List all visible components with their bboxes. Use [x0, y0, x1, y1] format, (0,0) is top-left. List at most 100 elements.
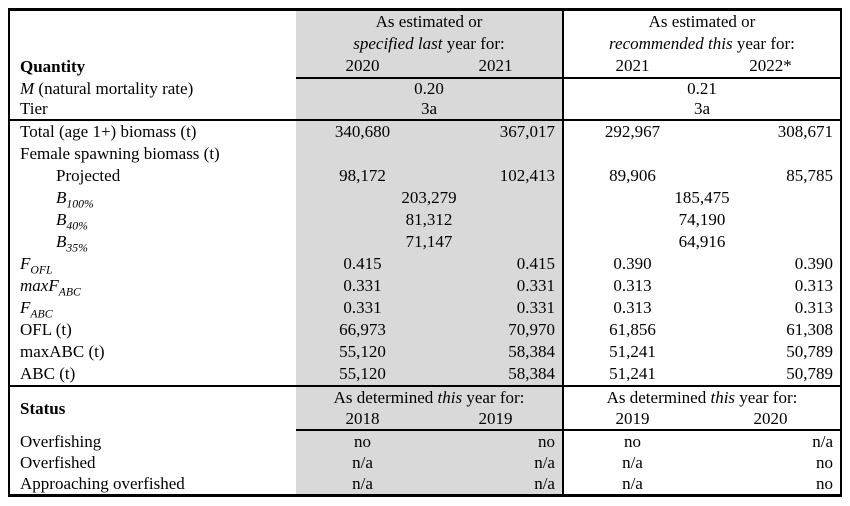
- status-year-header-cell: 2019: [429, 408, 563, 431]
- row-label-italic: M: [20, 79, 35, 98]
- row-label-text: Tier: [20, 99, 48, 118]
- stock-assessment-summary-table: Quantity As estimated or specified last …: [8, 8, 842, 497]
- status-year-header-cell: 2018: [296, 408, 429, 431]
- row-label-text: OFL (t): [20, 320, 72, 339]
- status-group1-header-cell: As determined this year for:: [296, 386, 563, 408]
- value-cell: [561, 143, 701, 165]
- quantity-row: OFL (t) 66,973 70,970 61,856 61,308: [9, 319, 841, 341]
- quantity-row: B35% 71,147 64,916: [9, 231, 841, 253]
- row-label-text: Overfished: [20, 453, 96, 472]
- status-group-row: Status As determined this year for: As d…: [9, 386, 841, 418]
- value-span-cell: 64,916: [561, 231, 841, 253]
- quantity-row: maxFABC 0.331 0.331 0.313 0.313: [9, 275, 841, 297]
- value-cell: [296, 143, 429, 165]
- row-label: ABC (t): [9, 363, 297, 387]
- row-label-subscript: 35%: [66, 241, 88, 253]
- value-span-cell: 71,147: [296, 231, 563, 253]
- value-cell: 0.331: [429, 297, 563, 319]
- value-cell: 0.415: [296, 253, 429, 275]
- value-cell: 340,680: [296, 120, 429, 143]
- row-label-text: Overfishing: [20, 432, 102, 451]
- value-cell: 0.331: [429, 275, 563, 297]
- row-label: FOFL: [9, 253, 296, 275]
- quantity-row: Projected 98,172 102,413 89,906 85,785: [9, 165, 841, 187]
- group1-header-italic: specified last: [353, 34, 443, 53]
- quantity-row: FOFL 0.415 0.415 0.390 0.390: [9, 253, 841, 275]
- status-value-cell: no: [816, 474, 833, 493]
- value-cell: 0.313: [561, 275, 701, 297]
- year-header-cell: 2020: [296, 55, 429, 79]
- group1-header-rest: year for:: [442, 34, 505, 53]
- row-label-subscript: 40%: [66, 219, 88, 231]
- header-group-row: Quantity As estimated or specified last …: [9, 9, 841, 76]
- row-label: FABC: [9, 297, 296, 319]
- value-span-cell: 3a: [296, 99, 563, 121]
- status-value-cell: n/a: [296, 473, 429, 496]
- value-cell: 85,785: [786, 166, 833, 185]
- status-year-header-cell: 2020: [700, 408, 841, 431]
- status-value-cell: n/a: [812, 432, 833, 451]
- value-span-cell: 74,190: [561, 209, 841, 231]
- quantity-row: B100% 203,279 185,475: [9, 187, 841, 209]
- value-span-cell: 81,312: [296, 209, 563, 231]
- row-label-text: maxABC (t): [20, 342, 105, 361]
- status-years-row: 2018 2019 2019 2020: [9, 408, 841, 431]
- value-cell: 0.390: [794, 254, 833, 273]
- value-span-cell: 203,279: [296, 187, 563, 209]
- quantity-column-header: Quantity: [9, 10, 296, 79]
- row-label-italic: F: [20, 298, 31, 317]
- row-label: OFL (t): [9, 319, 296, 341]
- value-span-cell: 3a: [561, 99, 841, 121]
- status-rows-body: Overfishing no no no n/a Overfished n/a n/a n/a n…: [9, 430, 841, 496]
- value-cell: 50,789: [700, 363, 841, 387]
- status-group1-rest: year for:: [462, 388, 525, 407]
- quantity-label: Quantity: [20, 57, 86, 76]
- row-label-subscript: ABC: [30, 307, 53, 319]
- status-value-cell: n/a: [561, 473, 701, 496]
- row-label-italic: maxF: [20, 276, 59, 295]
- value-span-cell: 185,475: [561, 187, 841, 209]
- row-label: Total (age 1+) biomass (t): [9, 120, 296, 143]
- value-cell: 292,967: [561, 120, 701, 143]
- quantity-rows-body: M (natural mortality rate) 0.20 0.21 Tier 3a…: [9, 78, 841, 387]
- row-label: Overfishing: [9, 430, 296, 452]
- row-label: maxABC (t): [9, 341, 296, 363]
- value-cell: 55,120: [296, 341, 429, 363]
- value-cell: 0.313: [794, 276, 833, 295]
- status-group2-rest: year for:: [735, 388, 798, 407]
- value-cell: 367,017: [429, 120, 563, 143]
- value-cell: 0.313: [794, 298, 833, 317]
- value-cell: [429, 143, 563, 165]
- group2-header-cell: As estimated or recommended this year fo…: [561, 9, 841, 55]
- status-value-cell: no: [429, 430, 563, 452]
- header-years-row: 2020 2021 2021 2022*: [9, 55, 841, 79]
- value-cell: 308,671: [777, 122, 833, 141]
- row-label: Projected: [9, 165, 296, 187]
- quantity-row: ABC (t) 55,120 58,384 51,241 50,789: [9, 363, 841, 387]
- row-label-subscript: 100%: [66, 197, 94, 209]
- value-cell: 98,172: [296, 165, 429, 187]
- row-label-text: Female spawning biomass (t): [20, 144, 220, 163]
- row-label-italic: F: [20, 254, 31, 273]
- quantity-row: M (natural mortality rate) 0.20 0.21: [9, 78, 841, 99]
- row-label-subscript: OFL: [30, 263, 53, 275]
- value-cell: 0.415: [429, 253, 563, 275]
- value-cell: [701, 143, 841, 165]
- row-label-text: Total (age 1+) biomass (t): [20, 122, 197, 141]
- value-cell: 51,241: [561, 341, 701, 363]
- status-value-cell: n/a: [296, 452, 429, 473]
- status-value-cell: n/a: [429, 473, 563, 496]
- row-label: Approaching overfished: [9, 473, 296, 496]
- quantity-row: B40% 81,312 74,190: [9, 209, 841, 231]
- value-cell: 66,973: [296, 319, 429, 341]
- row-label-text: (natural mortality rate): [34, 79, 194, 98]
- row-label-text: Approaching overfished: [20, 474, 185, 493]
- group1-header-line2: specified last year for:: [296, 33, 562, 55]
- group2-header-line2: recommended this year for:: [565, 33, 840, 55]
- group2-header-line1: As estimated or: [648, 12, 756, 31]
- value-cell: 61,308: [786, 320, 833, 339]
- row-label: B100%: [9, 187, 296, 209]
- quantity-row: maxABC (t) 55,120 58,384 51,241 50,789: [9, 341, 841, 363]
- row-label: M (natural mortality rate): [9, 78, 296, 99]
